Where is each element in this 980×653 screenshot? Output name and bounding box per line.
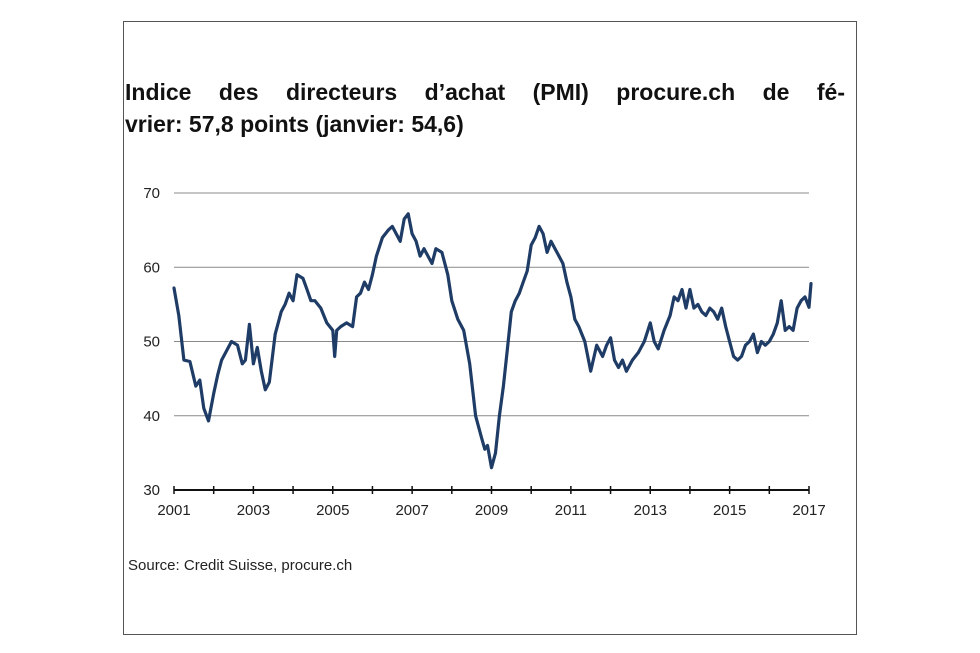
x-tick-label-2011: 2011 (555, 502, 587, 519)
grid-lines (174, 192, 809, 417)
x-axis: 2001 2003 2005 2007 2009 2011 2013 2015 2017 (157, 486, 826, 519)
y-axis-tick-labels: 30 40 50 60 70 (143, 185, 160, 499)
y-tick-label-40: 40 (143, 408, 160, 425)
x-tick-label-2009: 2009 (475, 502, 508, 519)
y-tick-label-30: 30 (143, 482, 160, 499)
y-tick-label-50: 50 (143, 334, 160, 351)
chart-title-line-1: Indice des directeurs d’achat (PMI) proc… (125, 79, 845, 105)
y-tick-label-70: 70 (143, 185, 160, 202)
series-line-pmi (172, 212, 813, 470)
x-tick-label-2013: 2013 (634, 502, 667, 519)
source-note: Source: Credit Suisse, procure.ch (128, 557, 353, 574)
x-tick-label-2005: 2005 (316, 502, 349, 519)
chart-frame (123, 21, 857, 635)
chart-title: Indice des directeurs d’achat (PMI) proc… (125, 76, 845, 140)
x-tick-label-2007: 2007 (395, 502, 428, 519)
x-tick-label-2017: 2017 (792, 502, 825, 519)
x-tick-label-2003: 2003 (237, 502, 270, 519)
series-group (172, 212, 813, 470)
chart-title-line-2: vrier: 57,8 points (janvier: 54,6) (125, 111, 464, 137)
y-tick-label-60: 60 (143, 259, 160, 276)
x-tick-label-2015: 2015 (713, 502, 746, 519)
x-tick-label-2001: 2001 (157, 502, 190, 519)
